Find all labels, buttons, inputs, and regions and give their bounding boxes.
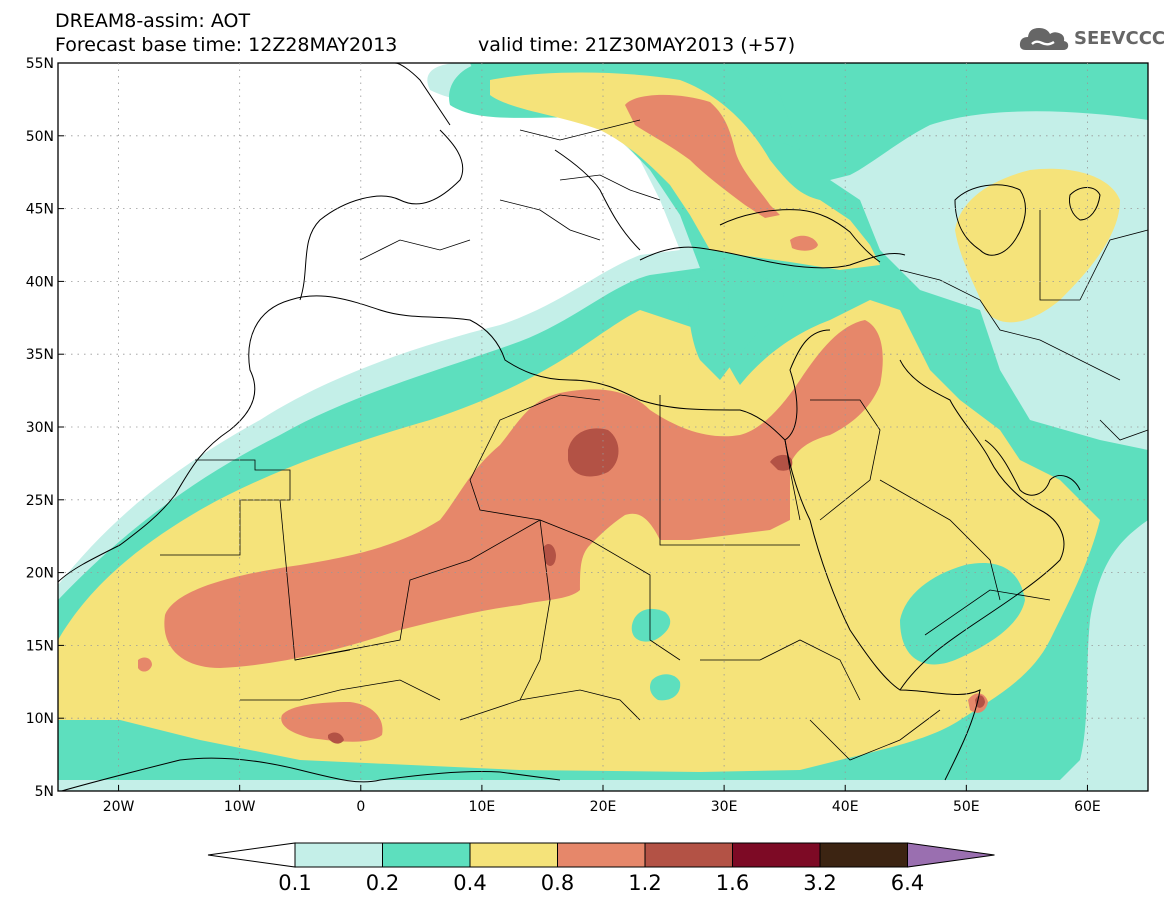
forecast-base-time: Forecast base time: 12Z28MAY2013: [55, 34, 398, 56]
lon-label: 30E: [711, 799, 738, 815]
longitude-labels: 20W 10W 0 10E 20E 30E 40E 50E 60E: [103, 785, 1101, 815]
valid-time: valid time: 21Z30MAY2013 (+57): [478, 34, 796, 56]
lat-label: 35N: [26, 347, 54, 363]
latitude-labels: 55N 50N 45N 40N 35N 30N 25N 20N 15N 10N 5N: [26, 56, 64, 800]
lon-label: 40E: [832, 799, 859, 815]
seevccc-logo: SEEVCCC: [1018, 22, 1165, 56]
colorbar-swatch: [819, 842, 908, 868]
gridlines: [58, 63, 1148, 791]
colorbar-swatch: [557, 842, 646, 868]
lon-label: 20E: [590, 799, 617, 815]
colorbar-min-arrow: [207, 842, 296, 868]
lat-label: 15N: [26, 638, 54, 654]
colorbar-swatch: [382, 842, 471, 868]
colorbar-label: 0.4: [453, 871, 486, 895]
lon-label: 10W: [224, 799, 256, 815]
lat-label: 30N: [26, 420, 54, 436]
lon-label: 0: [356, 799, 365, 815]
colorbar-label: 0.1: [278, 871, 311, 895]
aot-0.8-contour: [138, 94, 988, 742]
lat-label: 10N: [26, 711, 54, 727]
coastlines: [58, 63, 1101, 791]
lat-label: 45N: [26, 202, 54, 218]
colorbar-swatch: [732, 842, 821, 868]
logo-text: SEEVCCC: [1074, 28, 1165, 49]
colorbar-label: 0.8: [541, 871, 574, 895]
colorbar-swatch: [469, 842, 558, 868]
colorbar-label: 3.2: [803, 871, 836, 895]
lat-label: 55N: [26, 56, 54, 72]
lat-label: 50N: [26, 129, 54, 145]
colorbar-swatch: [644, 842, 733, 868]
lon-label: 50E: [953, 799, 980, 815]
colorbar-label: 0.2: [366, 871, 399, 895]
cloud-icon: [1019, 28, 1069, 50]
colorbar-labels: 0.1 0.2 0.4 0.8 1.2 1.6 3.2 6.4: [278, 871, 924, 895]
aot-0.2-patches: [631, 269, 1025, 701]
lon-label: 20W: [103, 799, 135, 815]
colorbar-label: 6.4: [891, 871, 924, 895]
lon-label: 60E: [1074, 799, 1101, 815]
colorbar-swatch: [294, 842, 383, 868]
aot-1.2-contour: [328, 428, 985, 744]
lat-label: 5N: [35, 784, 54, 800]
chart-title: DREAM8-assim: AOT: [55, 10, 251, 32]
colorbar-label: 1.2: [628, 871, 661, 895]
colorbar-max-arrow: [907, 842, 995, 868]
lat-label: 25N: [26, 493, 54, 509]
lat-label: 40N: [26, 274, 54, 290]
lat-label: 20N: [26, 566, 54, 582]
colorbar-label: 1.6: [716, 871, 749, 895]
lon-label: 10E: [469, 799, 496, 815]
colorbar-swatches: [207, 842, 995, 868]
